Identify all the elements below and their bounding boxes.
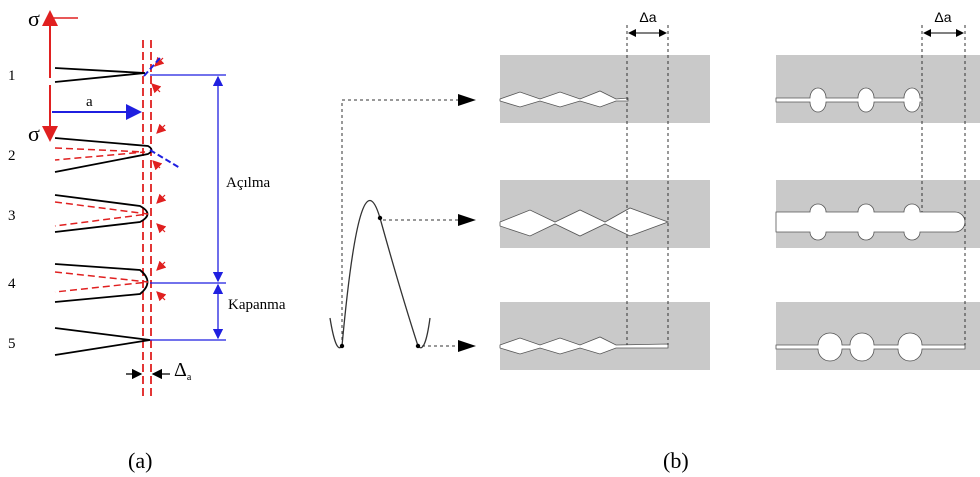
slip-band <box>149 149 181 169</box>
delta-label: Δa <box>639 9 656 25</box>
crack-profiles-red <box>54 147 149 293</box>
delta-label: Δa <box>934 9 951 25</box>
dimension-lines <box>150 74 226 341</box>
crack-length-label: a <box>86 94 93 110</box>
stress-label: σ <box>28 6 40 31</box>
pointer-heads <box>458 94 476 352</box>
step-label: 4 <box>8 276 16 292</box>
point <box>377 215 383 221</box>
step-label: 5 <box>8 336 16 352</box>
slip-band <box>143 57 161 77</box>
step-label: 1 <box>8 68 16 84</box>
stress-label: σ <box>28 121 40 146</box>
caption: (a) <box>128 448 152 473</box>
panel-b: Δa Δa (b) <box>329 9 980 473</box>
opening-label: Açılma <box>226 175 270 191</box>
step-label: 3 <box>8 208 16 224</box>
cracks <box>499 87 966 362</box>
closing-label: Kapanma <box>228 297 286 313</box>
step-label: 2 <box>8 148 16 164</box>
panel-a: σ σ a 1 2 3 4 5 Açılma Kapanma Δa (a) <box>8 6 286 473</box>
extension-lines <box>626 25 966 345</box>
slip-arrows <box>151 56 167 302</box>
caption: (b) <box>663 448 689 473</box>
load-cycle <box>329 199 431 349</box>
pointers <box>341 99 470 347</box>
point <box>415 343 421 349</box>
point <box>339 343 345 349</box>
delta-label: Δa <box>174 359 192 383</box>
